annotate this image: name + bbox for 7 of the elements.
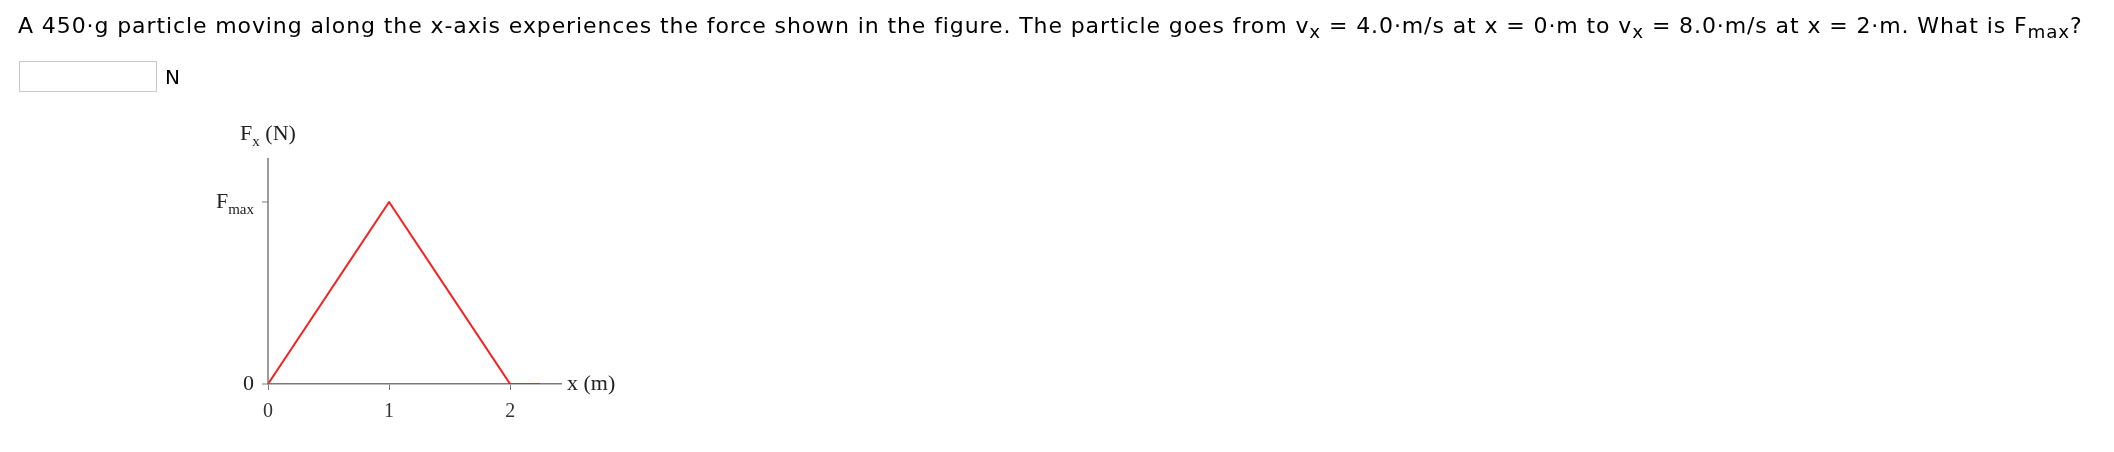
x-axis-title: x (m)	[567, 369, 616, 395]
text: A 450·g particle moving along the x-axis experiences the force shown in the figure. The particle goes from v$_{x}$ = 4.0·m/s at x = 0·m to v$_{x}$ = 8.0·m/s at x = 2·m. What is F$_{max}$?	[18, 13, 2083, 43]
x-tick-label: 1	[384, 399, 395, 422]
x-tick-label: 2	[505, 399, 516, 422]
annotation: 0	[243, 369, 254, 395]
x-tick-label: 0	[263, 399, 273, 422]
text: N	[165, 65, 180, 89]
